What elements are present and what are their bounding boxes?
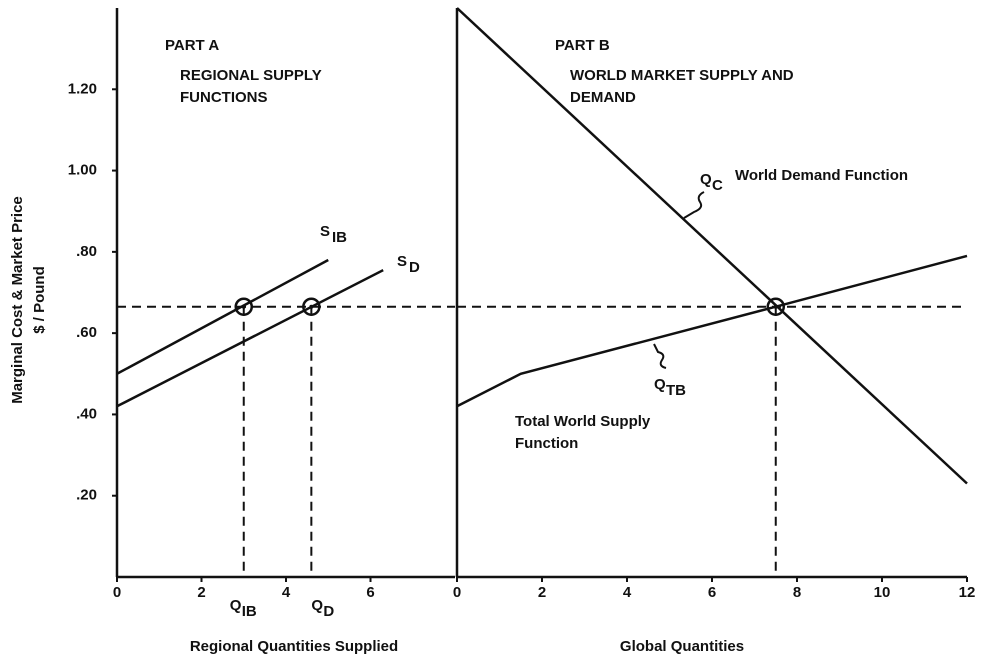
series-label-sub: C	[712, 177, 723, 194]
series-line	[116, 269, 384, 408]
series-label-sub: TB	[666, 382, 686, 399]
x-tick-label: 0	[113, 584, 121, 601]
series-label: S	[397, 253, 407, 270]
series-label: S	[320, 223, 330, 240]
equilibrium-dot	[773, 304, 778, 309]
x-tick-label: 6	[366, 584, 374, 601]
panel-subtitle: REGIONAL SUPPLY	[180, 67, 322, 84]
x-tick-label: 4	[623, 584, 632, 601]
y-tick-label: .60	[76, 324, 97, 341]
panel-subtitle: FUNCTIONS	[180, 89, 268, 106]
series-description: Total World Supply	[515, 413, 651, 430]
x-tick-label: 12	[959, 584, 976, 601]
equilibrium-dot	[241, 304, 246, 309]
panel-title: PART A	[165, 37, 219, 54]
x-tick-label: 4	[282, 584, 291, 601]
series-line	[116, 258, 329, 375]
y-tick-label: .80	[76, 243, 97, 260]
y-axis-label: Marginal Cost & Market Price	[9, 196, 26, 404]
equilibrium-point	[302, 297, 321, 316]
x-axis-title: Regional Quantities Supplied	[190, 638, 398, 655]
x-tick-label: 6	[708, 584, 716, 601]
panel-subtitle: WORLD MARKET SUPPLY AND	[570, 67, 794, 84]
pointer	[653, 343, 667, 369]
series-line	[456, 7, 968, 485]
y-axis-title: Marginal Cost & Market Price $ / Pound	[9, 196, 48, 404]
series-description: Function	[515, 435, 578, 452]
panel-subtitle: DEMAND	[570, 89, 636, 106]
series-line	[456, 254, 968, 408]
y-tick-label: .20	[76, 487, 97, 504]
x-tick-label: 2	[538, 584, 546, 601]
series-label: Q	[654, 376, 666, 393]
equilibrium-dot	[309, 304, 314, 309]
y-tick-label: 1.20	[68, 80, 97, 97]
panel-title: PART B	[555, 37, 610, 54]
quantity-label-sub: D	[323, 603, 334, 620]
equilibrium-point	[766, 297, 785, 316]
quantity-label: Q	[311, 597, 323, 614]
series-label: Q	[700, 171, 712, 188]
x-axis-title: Global Quantities	[620, 638, 744, 655]
series-description: World Demand Function	[735, 167, 908, 184]
quantity-label: Q	[230, 597, 242, 614]
pointer	[683, 191, 705, 219]
y-tick-label: .40	[76, 405, 97, 422]
y-axis-unit: $ / Pound	[31, 266, 48, 334]
x-tick-label: 8	[793, 584, 801, 601]
quantity-label-sub: IB	[242, 603, 257, 620]
series-label-sub: D	[409, 259, 420, 276]
x-tick-label: 10	[874, 584, 891, 601]
series-label-sub: IB	[332, 229, 347, 246]
x-tick-label: 2	[197, 584, 205, 601]
equilibrium-point	[234, 297, 253, 316]
y-tick-label: 1.00	[68, 162, 97, 179]
x-tick-label: 0	[453, 584, 461, 601]
